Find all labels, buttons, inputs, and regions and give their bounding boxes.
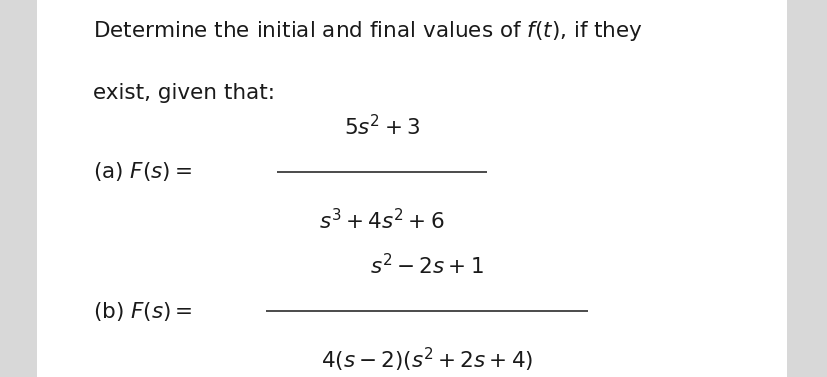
Text: (a) $F(s) =$: (a) $F(s) =$ (93, 160, 193, 183)
Text: $s^3 + 4s^2 + 6$: $s^3 + 4s^2 + 6$ (318, 208, 444, 233)
Text: (b) $F(s) =$: (b) $F(s) =$ (93, 299, 193, 323)
Text: exist, given that:: exist, given that: (93, 83, 275, 103)
Text: Determine the initial and final values of $f(t)$, if they: Determine the initial and final values o… (93, 19, 643, 43)
Text: $4(s - 2)(s^2 + 2s + 4)$: $4(s - 2)(s^2 + 2s + 4)$ (320, 346, 533, 374)
Text: $s^2 - 2s + 1$: $s^2 - 2s + 1$ (370, 253, 483, 278)
Text: $5s^2 + 3$: $5s^2 + 3$ (343, 114, 419, 139)
